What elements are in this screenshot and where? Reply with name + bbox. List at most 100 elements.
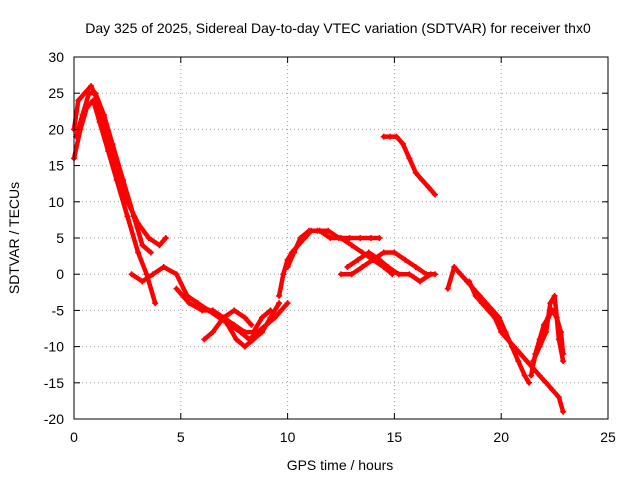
data-point-marker [457,271,464,278]
data-point-marker [406,271,413,278]
data-point-marker [504,336,511,343]
series-arc-7 [224,300,283,350]
data-point-marker [355,256,362,263]
data-point-marker [525,379,532,386]
data-point-marker [536,372,543,379]
data-point-marker [276,292,283,299]
data-point-marker [139,278,146,285]
data-point-marker [160,263,167,270]
series-arc-6 [201,307,255,343]
data-point-marker [276,300,283,307]
series-arc-10 [338,249,438,278]
series-line [174,286,273,335]
data-point-marker [517,350,524,357]
data-point-marker [367,235,374,241]
axis-ticks [73,56,609,420]
data-point-marker [485,307,492,314]
data-point-marker [478,300,485,307]
data-point-marker [209,307,216,314]
x-tick-label: 0 [70,429,78,445]
x-tick-label: 25 [600,429,616,445]
data-point-marker [551,292,558,299]
data-point-marker [297,235,304,241]
data-point-marker [387,133,394,140]
series-line [445,264,532,386]
data-point-marker [231,307,238,314]
data-point-marker [194,300,201,307]
data-point-marker [139,242,146,249]
y-tick-label: 20 [48,121,64,137]
series-line [381,134,438,197]
data-point-marker [406,155,413,162]
series-line [202,308,254,342]
data-point-marker [528,372,535,379]
data-point-marker [85,90,92,97]
series-arc-9 [284,227,383,270]
x-tick-labels: 0 5 10 15 20 25 [70,429,616,445]
data-point-marker [530,358,537,365]
series-arc-3 [73,90,154,256]
data-point-marker [284,300,291,307]
data-point-marker [305,227,312,234]
x-tick-label: 10 [280,429,296,445]
y-axis-label: SDTVAR / TECUs [6,182,22,294]
data-point-marker [376,256,383,263]
y-tick-labels: -20 -15 -10 -5 0 5 10 15 20 25 30 [44,49,64,427]
data-point-marker [547,300,554,307]
data-point-marker [231,321,238,328]
x-tick-label: 5 [177,429,185,445]
data-point-marker [284,263,291,270]
data-point-marker [201,336,208,343]
data-point-marker [412,169,419,176]
data-point-marker [186,300,193,307]
y-tick-label: -10 [44,339,64,355]
data-point-marker [523,358,530,365]
y-tick-label: 30 [48,49,64,65]
chart-title: Day 325 of 2025, Sidereal Day-to-day VTE… [85,20,591,36]
data-point-marker [145,235,152,241]
data-point-marker [130,213,137,220]
data-point-marker [88,82,95,89]
data-point-marker [109,140,116,147]
x-tick-label: 20 [493,429,509,445]
data-point-marker [75,97,82,104]
data-point-marker [380,133,387,140]
series-line [530,293,566,364]
y-tick-label: 0 [56,266,64,282]
data-point-marker [278,307,285,314]
y-tick-label: 5 [56,230,64,246]
data-point-marker [376,235,383,241]
data-point-marker [248,321,255,328]
data-point-marker [357,235,364,241]
data-point-marker [267,314,274,321]
y-tick-label: 25 [48,85,64,101]
data-point-marker [498,329,505,336]
data-point-marker [536,343,543,350]
data-point-marker [543,329,550,336]
data-point-marker [173,271,180,278]
data-point-marker [431,191,438,198]
data-point-marker [250,336,257,343]
series-arc-16 [530,292,567,365]
data-point-marker [511,343,518,350]
data-point-marker [427,271,434,278]
data-point-marker [120,177,127,184]
data-point-marker [399,140,406,147]
data-point-marker [147,249,154,256]
data-point-marker [258,314,265,321]
data-point-marker [472,292,479,299]
series-line [285,228,382,270]
data-point-marker [549,387,556,394]
series-line [338,250,438,277]
data-point-marker [325,227,332,234]
data-point-marker [92,90,99,97]
data-point-marker [451,263,458,270]
data-point-marker [280,271,287,278]
data-point-marker [241,314,248,321]
data-point-marker [444,285,451,292]
data-point-marker [156,242,163,249]
series-arc-13 [444,263,532,386]
data-point-marker [555,394,562,401]
data-point-marker [412,263,419,270]
